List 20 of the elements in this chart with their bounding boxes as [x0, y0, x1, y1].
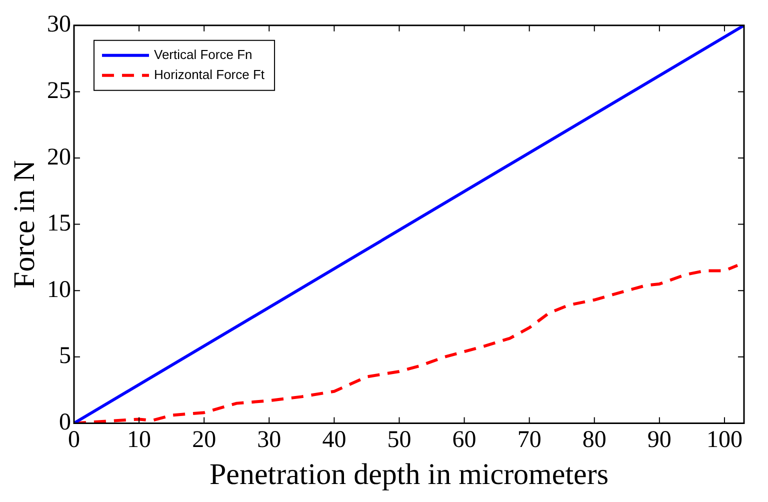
legend-label: Horizontal Force Ft — [154, 66, 265, 82]
y-tick-label: 10 — [47, 276, 71, 303]
x-tick-label: 20 — [192, 426, 216, 453]
y-tick-label: 30 — [47, 12, 71, 38]
x-tick-label: 50 — [387, 426, 412, 453]
legend-label: Vertical Force Fn — [154, 46, 252, 62]
x-tick-label: 80 — [582, 426, 606, 453]
x-axis-title: Penetration depth in micrometers — [209, 458, 609, 491]
y-tick-label: 20 — [47, 144, 71, 170]
x-tick-label: 10 — [127, 426, 152, 453]
x-tick-label: 70 — [517, 426, 542, 453]
y-tick-label: 25 — [47, 78, 71, 104]
y-tick-label: 15 — [47, 210, 71, 237]
x-tick-label: 100 — [706, 426, 742, 453]
x-tick-label: 40 — [322, 426, 346, 453]
y-tick-label: 5 — [59, 343, 71, 370]
x-tick-label: 90 — [647, 426, 672, 453]
x-tick-label: 30 — [257, 426, 282, 453]
x-tick-label: 60 — [452, 426, 476, 453]
y-axis-title: Force in N — [8, 160, 41, 288]
